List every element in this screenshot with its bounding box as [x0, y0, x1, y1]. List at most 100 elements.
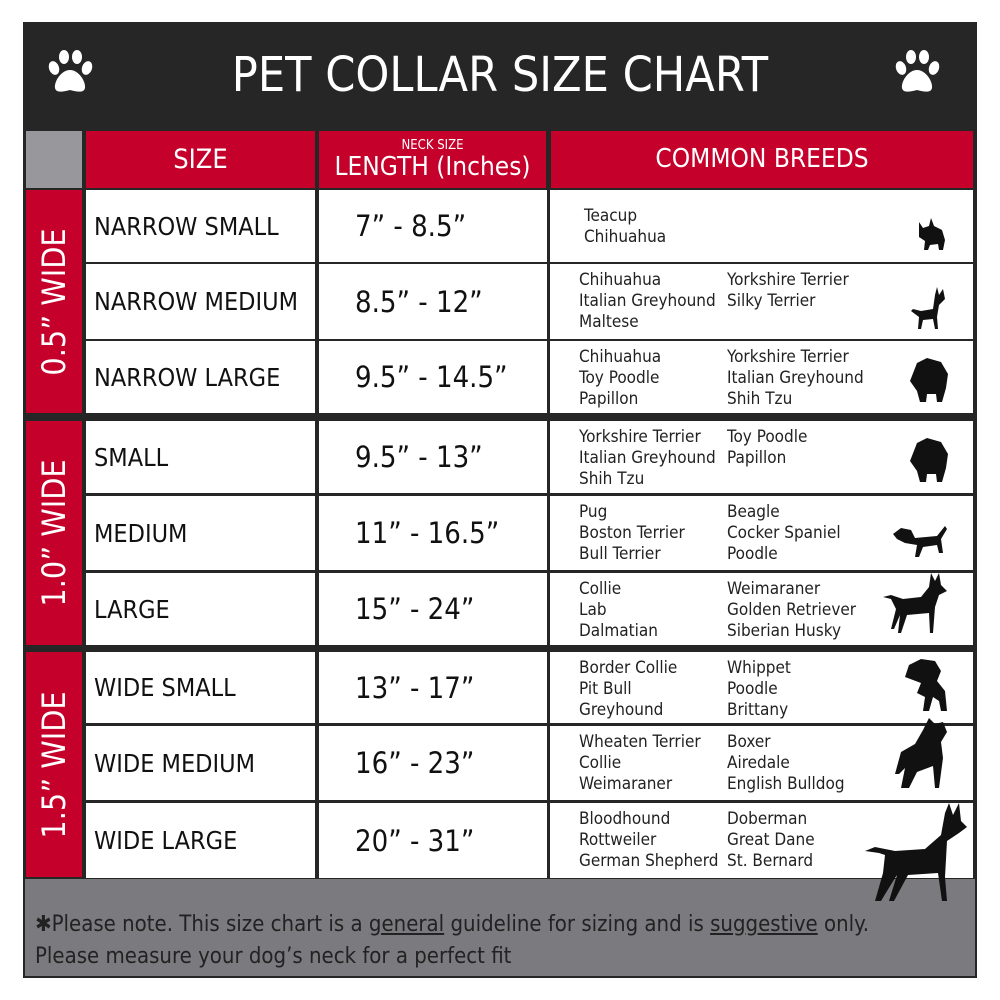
size-cell: SMALL: [86, 421, 315, 493]
breed-name: Great Dane: [727, 830, 815, 850]
breed-name: Italian Greyhound: [579, 291, 716, 311]
breed-name: Wheaten Terrier: [579, 732, 701, 752]
breed-name: Teacup: [584, 206, 638, 226]
header-length-label: LENGTH (Inches): [334, 152, 531, 182]
breed-name: Siberian Husky: [727, 621, 842, 641]
breed-name: Toy Poodle: [579, 368, 660, 388]
header-neck-size: NECK SIZE: [401, 138, 464, 153]
breeds-cell: Wheaten Terrier Collie Weimaraner Boxer Aire…: [550, 718, 973, 800]
size-cell: LARGE: [86, 573, 315, 645]
breed-name: Chihuahua: [584, 227, 667, 247]
note-text: guideline for sizing and is: [450, 912, 704, 937]
breed-name: Poodle: [727, 544, 778, 564]
chihuahua-silhouette-icon: [907, 285, 949, 335]
breed-name: Silky Terrier: [727, 291, 816, 311]
breed-name: Rottweiler: [579, 830, 657, 850]
breed-name: Poodle: [727, 679, 778, 699]
breed-name: Cocker Spaniel: [727, 523, 841, 543]
yorkie-silhouette-icon: [915, 216, 949, 258]
bulldog-silhouette-icon: [903, 657, 949, 719]
breed-name: Papillon: [727, 448, 787, 468]
size-cell: WIDE SMALL: [86, 652, 315, 723]
neck-length: 8.5” - 12”: [355, 284, 483, 319]
size-cell: NARROW SMALL: [86, 190, 315, 262]
size-cell: MEDIUM: [86, 496, 315, 570]
size-name: LARGE: [94, 594, 170, 624]
group-label-cell: 0.5” WIDE: [26, 190, 82, 413]
neck-length: 9.5” - 13”: [355, 440, 483, 474]
breed-name: Lab: [579, 600, 607, 620]
breeds-cell: Teacup Chihuahua: [550, 190, 973, 262]
breed-name: Bloodhound: [579, 809, 671, 829]
breed-name: Shih Tzu: [727, 389, 793, 409]
breed-name: Toy Poodle: [727, 427, 808, 447]
breed-name: Yorkshire Terrier: [727, 270, 849, 290]
group-width-label: 1.0” WIDE: [35, 459, 73, 607]
breed-name: Collie: [579, 579, 622, 599]
pomeranian-silhouette-icon: [909, 357, 949, 409]
breed-name: Boxer: [727, 732, 771, 752]
breeds-cell: Bloodhound Rottweiler German Shepherd Dober…: [550, 803, 973, 901]
breeds-cell: Yorkshire Terrier Italian Greyhound Shih T…: [550, 421, 973, 493]
pomeranian-silhouette-icon: [909, 437, 949, 489]
size-name: NARROW MEDIUM: [94, 287, 298, 316]
breed-name: Dalmatian: [579, 621, 658, 641]
doberman-silhouette-icon: [863, 801, 967, 909]
size-name: WIDE SMALL: [94, 673, 236, 702]
size-cell: NARROW LARGE: [86, 341, 315, 413]
length-cell: 15” - 24”: [319, 573, 547, 645]
header-size: SIZE: [86, 131, 315, 188]
breed-name: Shih Tzu: [579, 469, 645, 489]
breed-name: Yorkshire Terrier: [579, 427, 701, 447]
length-cell: 9.5” - 14.5”: [319, 341, 547, 413]
breed-name: Whippet: [727, 658, 791, 678]
breed-name: Bull Terrier: [579, 544, 661, 564]
length-cell: 13” - 17”: [319, 652, 547, 723]
corner-cell: [26, 131, 82, 188]
breed-name: Weimaraner: [727, 579, 821, 599]
breeds-cell: Collie Lab Dalmatian Weimaraner Golden Retri…: [550, 573, 973, 645]
neck-length: 9.5” - 14.5”: [355, 360, 508, 394]
breed-name: Papillon: [579, 389, 639, 409]
note-text: ✱Please note. This size chart is a: [35, 912, 363, 937]
paw-icon: [48, 50, 93, 92]
header-breeds: COMMON BREEDS: [551, 131, 973, 188]
group-width-label: 0.5” WIDE: [35, 227, 73, 376]
size-cell: WIDE LARGE: [86, 803, 315, 878]
group-width-label: 1.5” WIDE: [35, 690, 73, 839]
length-cell: 9.5” - 13”: [319, 421, 547, 493]
neck-length: 7” - 8.5”: [355, 209, 467, 243]
breed-name: Beagle: [727, 502, 780, 522]
breed-name: German Shepherd: [579, 851, 719, 871]
neck-length: 16” - 23”: [355, 746, 475, 780]
note-underlined-general: general: [368, 912, 445, 937]
neck-length: 13” - 17”: [355, 670, 475, 705]
size-name: WIDE LARGE: [94, 826, 238, 855]
size-cell: WIDE MEDIUM: [86, 726, 315, 800]
size-name: WIDE MEDIUM: [94, 748, 255, 778]
breed-name: Doberman: [727, 809, 808, 829]
pitbull-silhouette-icon: [893, 716, 949, 796]
neck-length: 20” - 31”: [355, 823, 475, 858]
breed-name: Collie: [579, 753, 622, 773]
breed-name: Chihuahua: [579, 347, 662, 367]
breed-name: St. Bernard: [727, 851, 814, 871]
paw-icon: [895, 50, 940, 92]
note-line-2: Please measure your dog’s neck for a per…: [35, 944, 512, 969]
note-text: only.: [824, 912, 870, 937]
size-name: NARROW LARGE: [94, 362, 281, 392]
breed-name: Italian Greyhound: [727, 368, 864, 388]
size-name: MEDIUM: [94, 518, 188, 548]
page-title: PET COLLAR SIZE CHART: [231, 47, 769, 103]
group-label-cell: 1.5” WIDE: [26, 652, 82, 877]
shepherd-silhouette-icon: [883, 571, 949, 641]
breeds-cell: Pug Boston Terrier Bull Terrier Beagle Cocke…: [550, 496, 973, 570]
breed-name: Pit Bull: [579, 679, 632, 699]
breeds-cell: Chihuahua Italian Greyhound Maltese Yorkshi…: [550, 264, 973, 339]
length-cell: 7” - 8.5”: [319, 190, 547, 262]
length-cell: 11” - 16.5”: [319, 496, 547, 570]
header-length: NECK SIZE LENGTH (Inches): [319, 131, 546, 188]
dachshund-silhouette-icon: [891, 520, 949, 566]
neck-length: 15” - 24”: [355, 592, 475, 626]
breed-name: Pug: [579, 502, 608, 522]
